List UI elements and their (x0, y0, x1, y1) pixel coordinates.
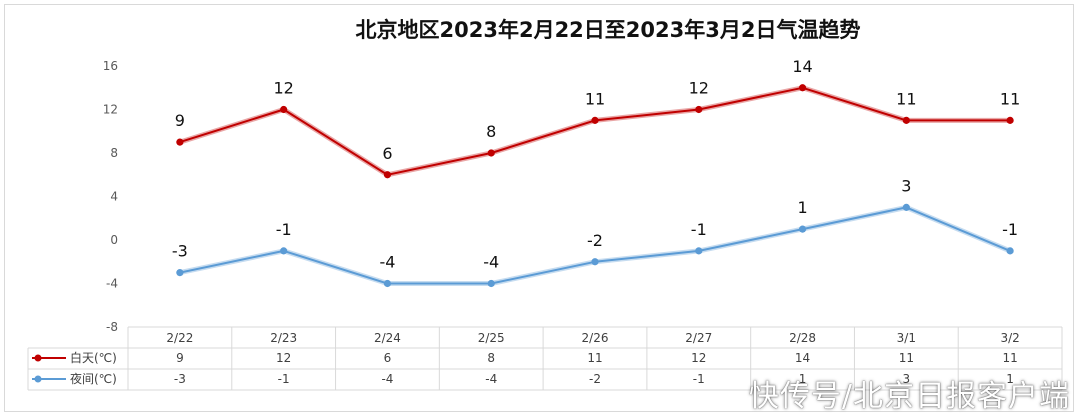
data-label-layer: 9 12 6 8 11 12 14 11 11 -3 -1 -4 -4 -2 -1 1 3 -1 (172, 57, 1020, 272)
data-point (695, 247, 703, 255)
data-label: 12 (689, 79, 709, 98)
table-value: 1 (799, 372, 807, 386)
table-category-label: 2/27 (685, 331, 712, 345)
data-point (487, 149, 495, 157)
table-category-label: 2/23 (270, 331, 297, 345)
y-tick-label: 0 (110, 233, 118, 247)
legend-marker (34, 354, 42, 362)
table-value: -1 (693, 372, 705, 386)
data-label: -4 (483, 253, 499, 272)
data-label: 8 (486, 122, 496, 141)
table-category-label: 3/2 (1000, 331, 1019, 345)
table-category-label: 2/24 (374, 331, 401, 345)
table-value: -4 (485, 372, 497, 386)
data-point (176, 269, 184, 277)
table-category-label: 2/26 (582, 331, 609, 345)
table-value: 11 (1002, 351, 1017, 365)
table-value: 12 (276, 351, 291, 365)
table-value: 9 (176, 351, 184, 365)
data-label: -1 (691, 220, 707, 239)
table-category-label: 2/28 (789, 331, 816, 345)
data-point (798, 225, 807, 233)
data-point (176, 138, 184, 146)
table-category-label: 2/25 (478, 331, 505, 345)
table-value: 6 (384, 351, 392, 365)
legend-label: 夜间(℃) (70, 371, 117, 386)
table-value: 8 (487, 351, 495, 365)
chart-frame (4, 4, 1074, 412)
data-label: 6 (382, 144, 392, 163)
data-point (1006, 247, 1014, 255)
legend-label: 白天(℃) (70, 350, 117, 365)
data-point (591, 116, 599, 124)
y-tick-label: 8 (110, 146, 118, 160)
data-table: 2/22 2/23 2/24 2/25 2/26 2/27 2/28 3/1 3/2 白天(℃) 9… (27, 326, 1063, 391)
data-label: -2 (587, 231, 603, 250)
data-point (695, 105, 703, 114)
data-point (1006, 116, 1014, 124)
y-tick-label: -8 (106, 320, 118, 334)
y-tick-label: 12 (103, 103, 118, 117)
data-label: -4 (379, 253, 395, 272)
axis-layer: -8 -4 0 4 8 12 16 (103, 59, 118, 334)
data-point (383, 171, 392, 179)
data-point (798, 84, 807, 92)
data-point (902, 203, 910, 211)
chart-title: 北京地区2023年2月22日至2023年3月2日气温趋势 (355, 18, 861, 42)
table-value: -2 (589, 372, 601, 386)
legend-marker (34, 375, 42, 383)
table-value: -1 (278, 372, 290, 386)
data-point (280, 105, 288, 114)
table-value: -4 (381, 372, 393, 386)
y-tick-label: 16 (103, 59, 118, 73)
table-value: -3 (174, 372, 186, 386)
data-label: 12 (273, 79, 293, 98)
table-category-label: 2/22 (166, 331, 193, 345)
table-value: 3 (903, 372, 911, 386)
y-tick-label: -4 (106, 277, 118, 291)
data-label: 14 (792, 57, 812, 76)
data-label: 11 (896, 89, 916, 108)
table-value: 11 (587, 351, 602, 365)
data-label: 11 (1000, 89, 1020, 108)
y-tick-label: 4 (110, 190, 118, 204)
data-point (591, 258, 599, 266)
data-label: 11 (585, 89, 605, 108)
table-value: 1 (1006, 372, 1014, 386)
data-point (902, 116, 910, 124)
table-value: 12 (691, 351, 706, 365)
data-label: 3 (901, 176, 911, 195)
data-point (280, 247, 288, 255)
data-label: 1 (797, 198, 807, 217)
series-layer (176, 84, 1014, 288)
table-value: 11 (899, 351, 914, 365)
data-label: -1 (1002, 220, 1018, 239)
data-point (383, 279, 392, 288)
watermark-text: 快传号/北京日报客户端 (748, 379, 1070, 414)
table-value: 14 (795, 351, 810, 365)
data-point (487, 279, 495, 288)
data-label: -1 (276, 220, 292, 239)
data-label: 9 (175, 111, 185, 130)
data-label: -3 (172, 242, 188, 261)
table-category-label: 3/1 (897, 331, 916, 345)
